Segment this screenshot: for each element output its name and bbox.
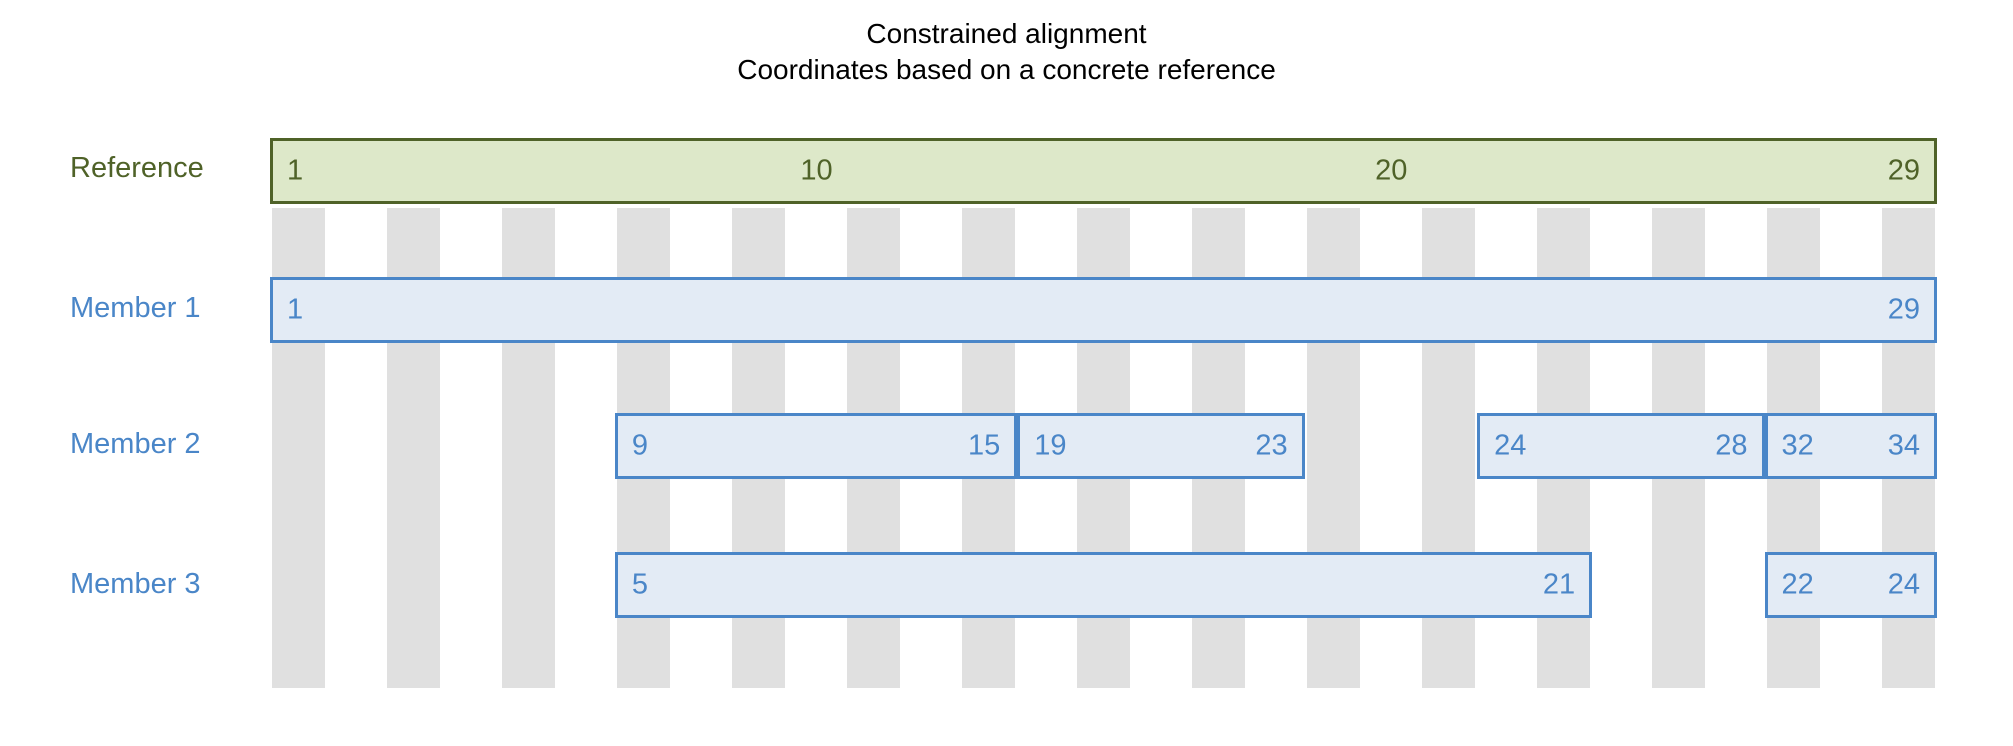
diagram-title-line1: Constrained alignment xyxy=(866,18,1147,49)
member3-segment: 5 21 xyxy=(614,552,1593,618)
member1-segment-start-label: 1 xyxy=(287,293,304,326)
member1-segment-end-label: 29 xyxy=(1887,293,1920,326)
member2-segment-start-label: 9 xyxy=(631,429,649,462)
row-label-member1: Member 1 xyxy=(70,292,201,324)
member1-segment: 1 29 xyxy=(270,277,1937,343)
member2-segment: 9 15 xyxy=(614,413,1018,479)
reference-segment: 1 29 10 20 xyxy=(270,138,1937,204)
member2-segment-end-label: 28 xyxy=(1715,429,1748,462)
member3-segment-end-label: 24 xyxy=(1887,568,1920,601)
member2-segment: 24 28 xyxy=(1477,413,1765,479)
row-label-member3: Member 3 xyxy=(70,568,201,600)
member3-segment-start-label: 5 xyxy=(631,568,649,601)
member2-segment: 19 23 xyxy=(1017,413,1305,479)
reference-tick-label: 20 xyxy=(1375,154,1408,187)
row-label-reference: Reference xyxy=(70,152,204,184)
reference-segment-start-label: 1 xyxy=(287,154,304,187)
member2-segment-end-label: 34 xyxy=(1887,429,1920,462)
row-label-member2: Member 2 xyxy=(70,428,201,460)
member3-segment-start-label: 22 xyxy=(1781,568,1814,601)
member2-segment-end-label: 23 xyxy=(1255,429,1288,462)
member2-segment-end-label: 15 xyxy=(968,429,1001,462)
member2-segment: 32 34 xyxy=(1764,413,1937,479)
diagram-title-line2: Coordinates based on a concrete referenc… xyxy=(737,54,1276,85)
reference-tick-label: 10 xyxy=(800,154,833,187)
member2-segment-start-label: 24 xyxy=(1494,429,1527,462)
member2-segment-start-label: 19 xyxy=(1034,429,1067,462)
reference-segment-end-label: 29 xyxy=(1887,154,1920,187)
member3-segment: 22 24 xyxy=(1764,552,1937,618)
member3-segment-end-label: 21 xyxy=(1542,568,1576,601)
member2-segment-start-label: 32 xyxy=(1781,429,1814,462)
